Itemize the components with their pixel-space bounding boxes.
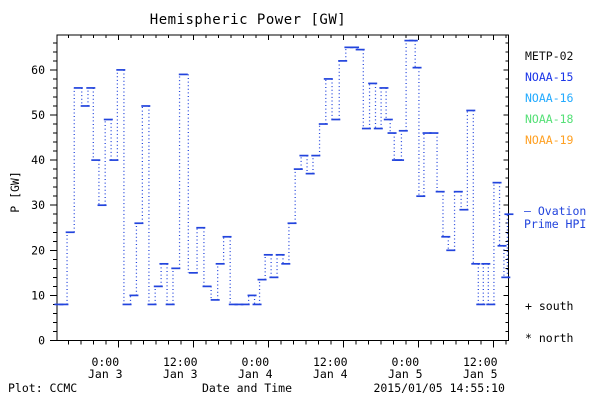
ovation-label-line2: Prime HPI (524, 217, 587, 231)
svg-text:20: 20 (31, 243, 45, 257)
svg-text:50: 50 (31, 108, 45, 122)
svg-text:Jan 3: Jan 3 (88, 367, 123, 381)
ovation-prime-hpi-label: — Ovation Prime HPI (524, 205, 586, 231)
svg-text:Jan 5: Jan 5 (463, 367, 498, 381)
svg-text:Jan 5: Jan 5 (388, 367, 423, 381)
legend-item-noaa18: NOAA-18 (525, 112, 574, 126)
legend-item-noaa15: NOAA-15 (525, 70, 574, 84)
svg-text:Jan 4: Jan 4 (238, 367, 273, 381)
svg-text:Jan 3: Jan 3 (163, 367, 198, 381)
svg-text:12:00: 12:00 (463, 355, 498, 369)
svg-text:60: 60 (31, 63, 45, 77)
svg-text:0:00: 0:00 (91, 355, 119, 369)
svg-text:0: 0 (38, 334, 45, 348)
svg-text:10: 10 (31, 288, 45, 302)
svg-text:12:00: 12:00 (163, 355, 198, 369)
footer-plot-source: Plot: CCMC (8, 381, 78, 395)
legend-item-noaa19: NOAA-19 (525, 133, 574, 147)
satellite-legend: METP-02 NOAA-15 NOAA-16 NOAA-18 NOAA-19 (525, 46, 573, 151)
svg-text:0:00: 0:00 (241, 355, 269, 369)
legend-item-metp02: METP-02 (525, 49, 574, 63)
svg-text:Jan 4: Jan 4 (313, 367, 348, 381)
footer-x-axis-title: Date and Time (201, 381, 293, 395)
svg-text:12:00: 12:00 (313, 355, 348, 369)
legend-item-noaa16: NOAA-16 (525, 91, 574, 105)
svg-text:30: 30 (31, 198, 45, 212)
south-marker-label: + south (525, 299, 574, 313)
ovation-label-line1: — Ovation (524, 204, 587, 218)
page-title: Hemispheric Power [GW] (149, 12, 347, 28)
footer-timestamp: 2015/01/05 14:55:10 (373, 381, 505, 395)
svg-text:0:00: 0:00 (391, 355, 419, 369)
svg-text:40: 40 (31, 153, 45, 167)
north-marker-label: * north (525, 331, 574, 345)
